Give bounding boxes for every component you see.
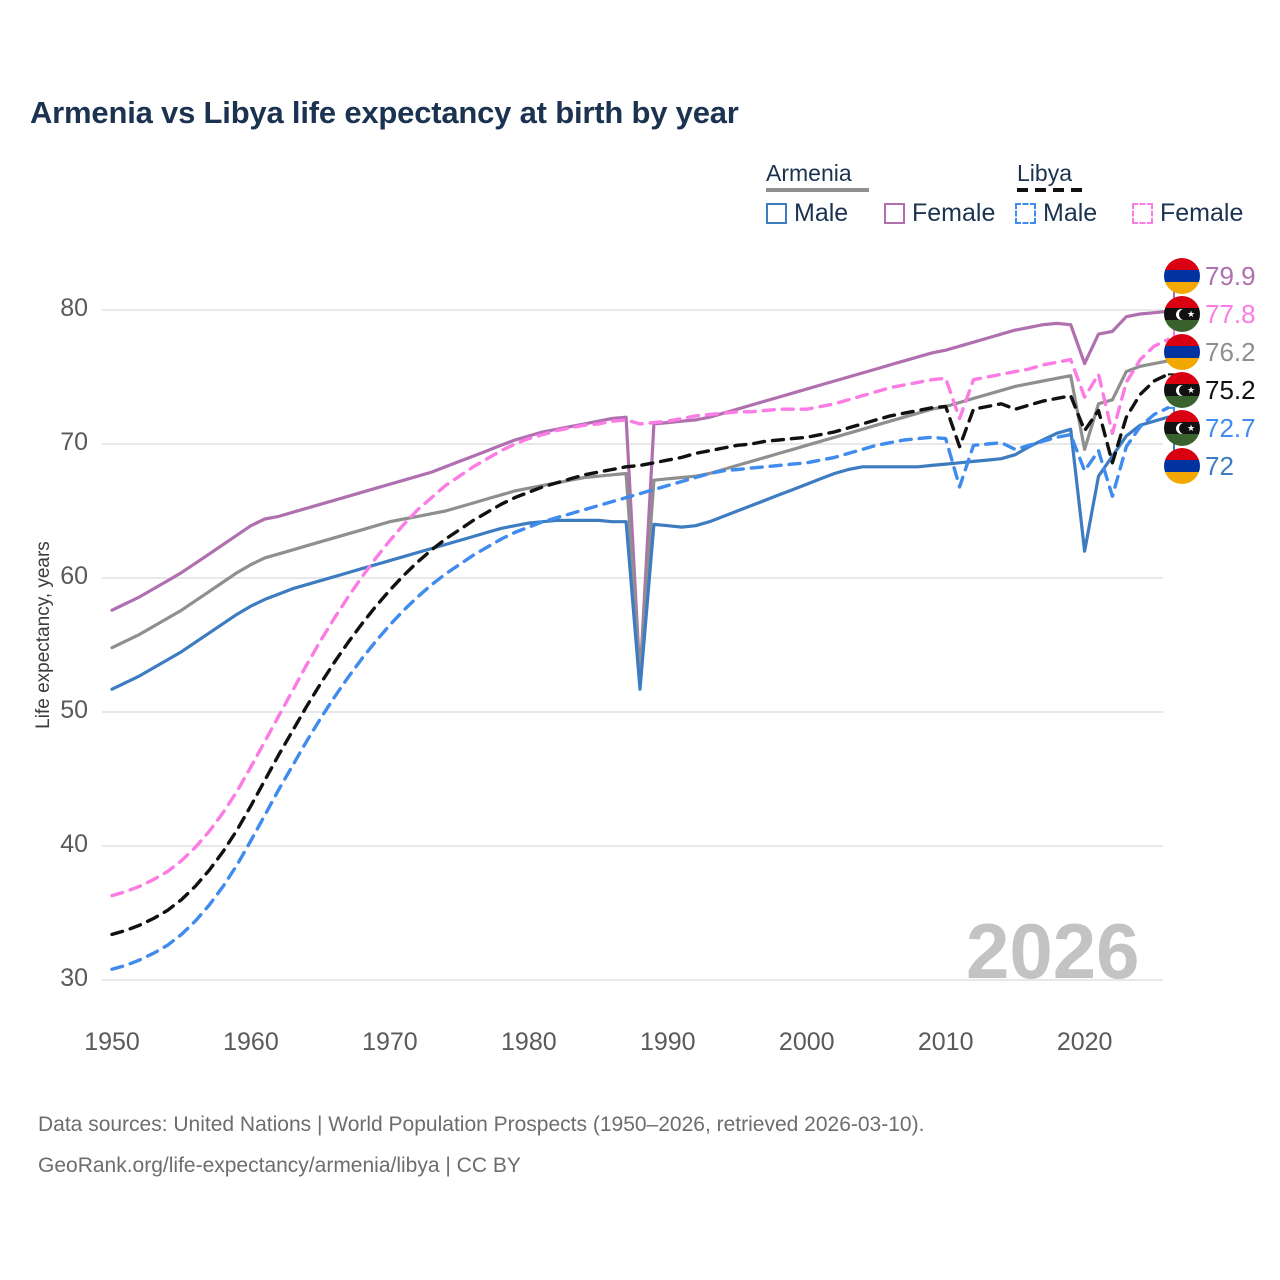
legend-item-armenia-male-label: Male <box>794 199 849 227</box>
x-tick-label: 2020 <box>1056 1028 1113 1056</box>
end-label-row: 72 <box>1164 448 1234 484</box>
x-tick-label: 1960 <box>223 1028 279 1056</box>
end-label-row: ★ 75.2 <box>1164 372 1256 408</box>
y-tick-label: 30 <box>60 964 88 992</box>
x-tick-label: 1950 <box>84 1028 140 1056</box>
legend-item-armenia-female[interactable]: Female <box>884 200 995 226</box>
libya-flag-icon: ★ <box>1164 296 1200 332</box>
legend-group-libya: Libya <box>1017 160 1082 192</box>
legend-item-armenia-male[interactable]: Male <box>766 200 848 226</box>
legend-armenia-rule-icon <box>766 188 869 192</box>
x-tick-label: 1990 <box>639 1028 696 1056</box>
end-label-value: 72.7 <box>1205 413 1256 443</box>
chart-legend: Armenia Libya Male Female Male <box>760 160 1260 240</box>
armenia-flag-icon <box>1164 448 1200 484</box>
legend-group-libya-label: Libya <box>1017 160 1072 186</box>
libya-flag-icon: ★ <box>1164 410 1200 446</box>
end-label-value: 75.2 <box>1205 375 1256 405</box>
armenia-flag-icon <box>1164 334 1200 370</box>
series-line-libya-male <box>110 406 1170 971</box>
footer-sources: Data sources: United Nations | World Pop… <box>38 1104 1238 1186</box>
legend-item-libya-female-label: Female <box>1160 199 1244 227</box>
y-tick-label: 70 <box>60 428 88 456</box>
series-line-libya-total <box>110 372 1170 937</box>
legend-group-armenia: Armenia <box>766 160 869 192</box>
legend-item-armenia-female-label: Female <box>912 199 996 227</box>
x-tick-label: 2010 <box>917 1028 974 1056</box>
end-label-row: 79.9 <box>1164 258 1256 294</box>
end-label-value: 79.9 <box>1205 261 1256 291</box>
armenia-flag-icon <box>1164 258 1200 294</box>
libya-flag-icon: ★ <box>1164 372 1200 408</box>
page-title: Armenia vs Libya life expectancy at birt… <box>30 95 739 130</box>
footer-line-2: GeoRank.org/life-expectancy/armenia/liby… <box>38 1154 521 1177</box>
year-watermark: 2026 <box>966 907 1140 995</box>
legend-swatch-pink-dashed-icon <box>1132 202 1153 224</box>
end-label-row: ★ 72.7 <box>1164 410 1256 446</box>
legend-item-libya-female[interactable]: Female <box>1132 200 1243 226</box>
end-label-value: 77.8 <box>1205 299 1256 329</box>
end-label-value: 72 <box>1205 451 1234 481</box>
legend-swatch-purple-solid-icon <box>884 202 905 224</box>
y-tick-label: 40 <box>60 830 88 858</box>
end-label-row: ★ 77.8 <box>1164 296 1256 332</box>
series-end-labels: 79.9 ★ 77.8 76.2 ★ 75.2 ★ 72.7 72 <box>1164 258 1280 484</box>
y-tick-label: 80 <box>60 294 88 322</box>
x-tick-label: 1980 <box>501 1028 557 1056</box>
end-label-value: 76.2 <box>1205 337 1256 367</box>
legend-swatch-blue-solid-icon <box>766 202 787 224</box>
end-label-row: 76.2 <box>1164 334 1256 370</box>
x-tick-label: 2000 <box>778 1028 835 1056</box>
series-line-libya-female <box>110 337 1170 898</box>
footer-line-1: Data sources: United Nations | World Pop… <box>38 1113 925 1136</box>
x-tick-label: 1970 <box>362 1028 418 1056</box>
legend-swatch-blue-dashed-icon <box>1015 202 1036 224</box>
series-line-armenia-male <box>110 415 1170 691</box>
legend-series-items: Male Female Male Female <box>760 200 1260 234</box>
legend-country-groups: Armenia Libya <box>760 160 1260 194</box>
y-tick-label: 50 <box>60 696 88 724</box>
legend-libya-rule-icon <box>1017 188 1082 192</box>
y-tick-label: 60 <box>60 562 88 590</box>
legend-item-libya-male-label: Male <box>1043 199 1098 227</box>
legend-group-armenia-label: Armenia <box>766 160 852 186</box>
legend-item-libya-male[interactable]: Male <box>1015 200 1097 226</box>
